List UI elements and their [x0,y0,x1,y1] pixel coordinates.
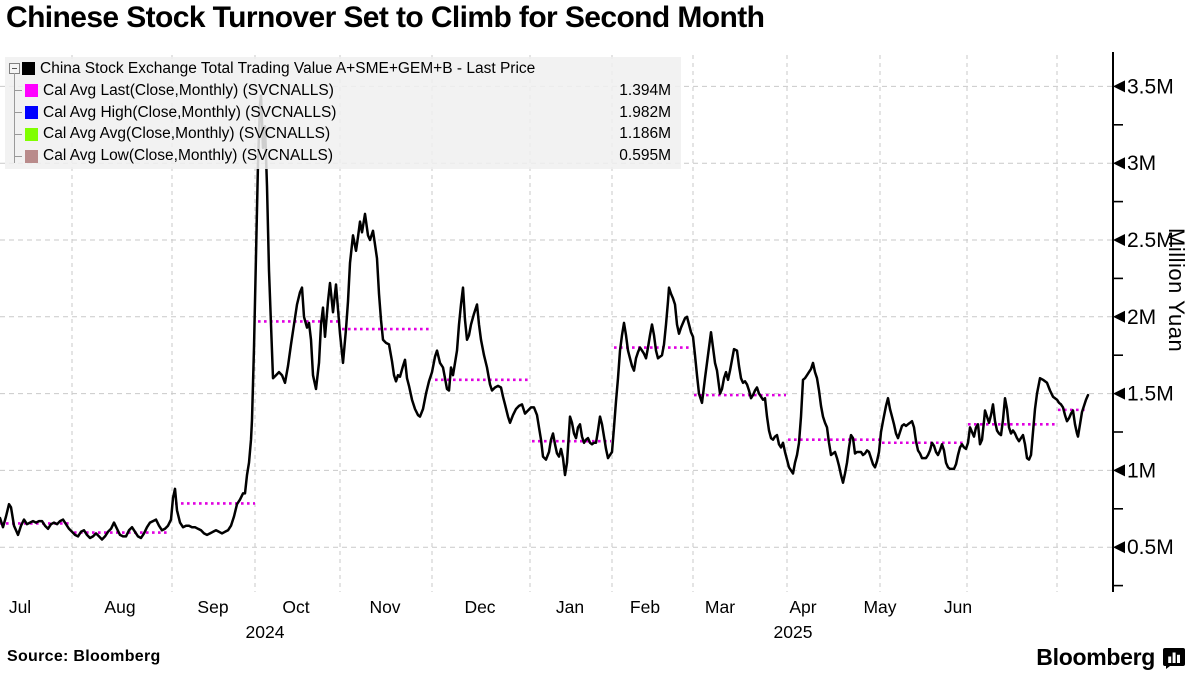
bloomberg-logo-text: Bloomberg [1036,644,1155,670]
month-label: Jan [556,597,584,617]
source-note: Source: Bloomberg [7,648,161,665]
series-swatch [25,127,38,141]
legend-row-avg-avg[interactable]: Cal Avg Avg(Close,Monthly) (SVCNALLS) 1.… [5,123,681,145]
month-label: Nov [369,597,400,617]
bloomberg-logo-icon [1163,647,1185,669]
legend-value: 1.186M [619,125,671,143]
month-label: May [863,597,896,617]
legend-row-avg-high[interactable]: Cal Avg High(Close,Monthly) (SVCNALLS) 1… [5,102,681,124]
y-tick-label: 2.5M [1127,229,1174,252]
legend-label: Cal Avg Avg(Close,Monthly) (SVCNALLS) [43,125,331,143]
legend-label: Cal Avg Low(Close,Monthly) (SVCNALLS) [43,147,334,165]
page-title: Chinese Stock Turnover Set to Climb for … [6,1,765,34]
y-tick-label: 3M [1127,152,1156,175]
year-label: 2024 [246,622,285,642]
legend-value: 0.595M [619,147,671,165]
month-label: Feb [630,597,660,617]
y-tick-arrow [1113,387,1125,400]
month-label: Jul [9,597,31,617]
y-tick-label: 2M [1127,306,1156,329]
series-swatch [25,84,38,98]
y-tick-arrow [1113,310,1125,323]
y-tick-label: 3.5M [1127,75,1174,98]
month-label: Aug [104,597,135,617]
series-swatch [22,62,35,76]
tree-connector [15,111,22,113]
month-label: Dec [464,597,495,617]
bloomberg-logo: Bloomberg [1036,644,1186,671]
month-label: Oct [282,597,309,617]
tree-connector [15,155,22,157]
legend-row-avg-last[interactable]: Cal Avg Last(Close,Monthly) (SVCNALLS) 1… [5,80,681,102]
y-tick-arrow [1113,541,1125,554]
tree-connector [15,133,22,135]
legend-value: 1.982M [619,103,671,121]
legend-row-avg-low[interactable]: Cal Avg Low(Close,Monthly) (SVCNALLS) 0.… [5,145,681,167]
series-swatch [25,105,38,119]
y-tick-arrow [1113,157,1125,170]
y-tick-arrow [1113,464,1125,477]
legend: China Stock Exchange Total Trading Value… [5,57,681,169]
month-label: Apr [789,597,816,617]
legend-value: 1.394M [619,81,671,99]
y-tick-label: 1M [1127,459,1156,482]
legend-label: Cal Avg High(Close,Monthly) (SVCNALLS) [43,103,337,121]
y-tick-arrow [1113,234,1125,246]
year-label: 2025 [774,622,813,642]
y-tick-label: 1.5M [1127,383,1174,406]
series-swatch [25,149,38,163]
legend-row-main[interactable]: China Stock Exchange Total Trading Value… [5,58,681,80]
legend-collapse-icon[interactable] [9,63,20,75]
y-tick-label: 0.5M [1127,536,1174,559]
legend-label: China Stock Exchange Total Trading Value… [40,60,536,77]
y-axis-title: Million Yuan [1164,228,1189,353]
tree-connector [15,90,22,92]
month-label: Jun [944,597,972,617]
y-tick-arrow [1113,80,1125,93]
price-line [0,94,1090,541]
month-label: Mar [705,597,735,617]
legend-label: Cal Avg Last(Close,Monthly) (SVCNALLS) [43,81,334,99]
month-label: Sep [197,597,228,617]
